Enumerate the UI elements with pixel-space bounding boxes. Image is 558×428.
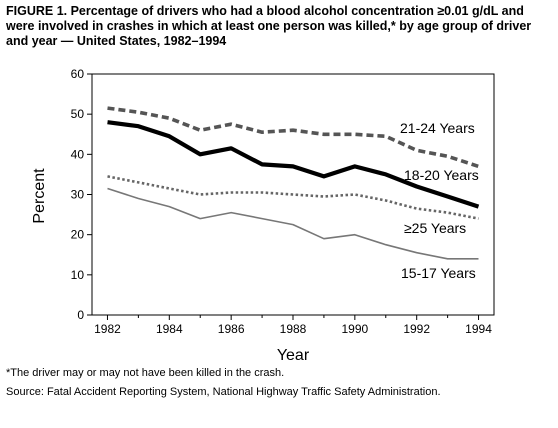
footnote: *The driver may or may not have been kil… [6,367,285,379]
y-tick-label: 60 [71,67,85,81]
y-tick-label: 10 [71,268,85,282]
series-line [107,187,479,260]
series-line [107,120,480,209]
x-tick-label: 1990 [341,322,368,336]
series-labels: 21-24 Years 18-20 Years ≥25 Years 15-17 Yea… [400,120,479,281]
y-tick-label: 20 [71,228,85,242]
chart-axes: 0 10 20 30 40 50 60 1982 1984 1986 1988 1990 1992 199… [71,67,495,336]
source-note: Source: Fatal Accident Reporting System,… [6,386,441,398]
y-tick-label: 50 [71,107,85,121]
series-label: 18-20 Years [404,167,479,183]
series-label: ≥25 Years [404,220,466,236]
y-tick-label: 0 [77,308,84,322]
y-tick-label: 30 [71,188,85,202]
x-tick-label: 1986 [218,322,245,336]
series-label: 21-24 Years [400,120,475,136]
x-tick-label: 1988 [280,322,307,336]
figure-title: FIGURE 1. Percentage of drivers who had … [6,4,532,48]
y-axis-label: Percent [31,168,48,224]
x-axis-label: Year [277,347,310,364]
chart-series [107,106,480,260]
y-tick-label: 40 [71,147,85,161]
x-tick-label: 1984 [156,322,183,336]
series-label: 15-17 Years [401,265,476,281]
series-line [107,106,480,169]
x-tick-label: 1994 [465,322,492,336]
x-tick-label: 1992 [403,322,430,336]
series-line [107,175,479,220]
x-tick-label: 1982 [94,322,121,336]
